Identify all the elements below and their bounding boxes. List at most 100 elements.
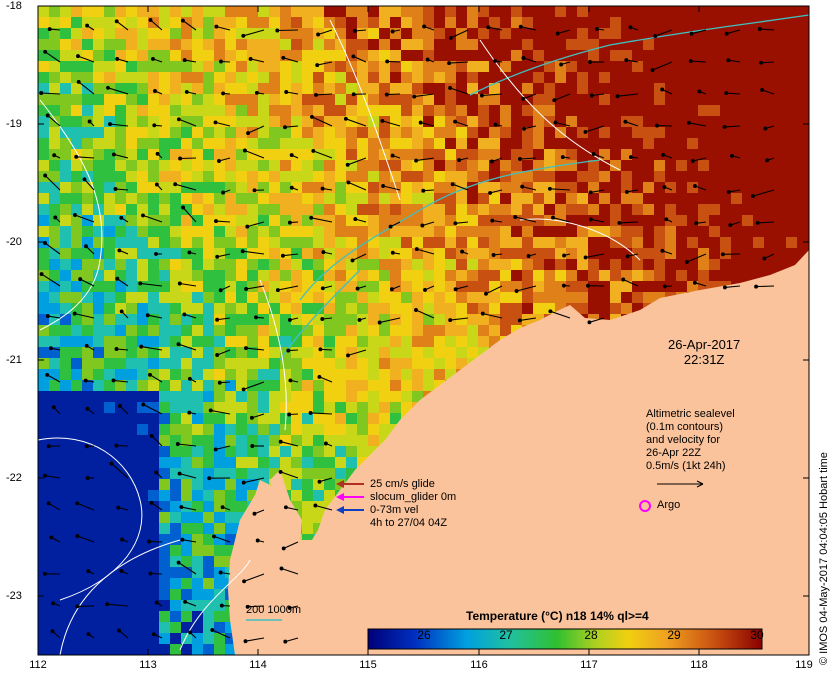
velocity-arrow bbox=[414, 93, 435, 98]
velocity-arrow bbox=[182, 207, 197, 223]
sst-tile bbox=[159, 468, 170, 479]
sst-tile bbox=[137, 413, 148, 424]
velocity-arrow-head bbox=[180, 18, 185, 23]
sst-tile bbox=[280, 193, 291, 204]
sst-tile bbox=[797, 138, 808, 149]
sst-tile bbox=[764, 204, 775, 215]
sst-tile bbox=[126, 105, 137, 116]
sst-tile bbox=[302, 369, 313, 380]
sst-tile bbox=[247, 402, 258, 413]
sst-tile bbox=[126, 347, 137, 358]
velocity-arrow-head bbox=[287, 605, 292, 610]
sst-tile bbox=[137, 83, 148, 94]
sst-tile bbox=[93, 193, 104, 204]
sst-tile bbox=[797, 204, 808, 215]
sst-tile bbox=[159, 413, 170, 424]
sst-tile bbox=[93, 237, 104, 248]
velocity-arrow-head bbox=[726, 189, 731, 194]
sst-tile bbox=[71, 160, 82, 171]
sst-tile bbox=[500, 61, 511, 72]
sst-tile bbox=[159, 347, 170, 358]
sst-tile bbox=[511, 292, 522, 303]
sst-tile bbox=[313, 490, 324, 501]
sst-tile bbox=[258, 347, 269, 358]
sst-tile bbox=[555, 182, 566, 193]
velocity-arrow bbox=[76, 502, 95, 511]
sst-tile bbox=[247, 116, 258, 127]
velocity-arrow-head bbox=[119, 309, 124, 314]
sst-tile bbox=[335, 61, 346, 72]
sst-tile bbox=[225, 171, 236, 182]
sst-tile bbox=[225, 72, 236, 83]
sst-tile bbox=[115, 644, 126, 655]
sst-tile bbox=[335, 248, 346, 259]
sst-tile bbox=[291, 314, 302, 325]
sst-tile bbox=[203, 457, 214, 468]
sst-tile bbox=[159, 72, 170, 83]
sst-tile bbox=[159, 215, 170, 226]
velocity-arrow-head bbox=[281, 55, 286, 60]
sst-tile bbox=[115, 237, 126, 248]
sst-tile bbox=[808, 226, 809, 237]
sst-tile bbox=[181, 314, 192, 325]
sst-tile bbox=[203, 589, 214, 600]
sst-tile bbox=[445, 72, 456, 83]
velocity-arrow-head bbox=[177, 281, 182, 286]
sst-tile bbox=[390, 50, 401, 61]
sst-tile bbox=[181, 633, 192, 644]
sst-tile bbox=[643, 259, 654, 270]
sst-tile bbox=[456, 83, 467, 94]
sst-tile bbox=[159, 325, 170, 336]
sst-tile bbox=[82, 160, 93, 171]
sst-tile bbox=[93, 6, 104, 17]
velocity-arrow-head bbox=[287, 317, 292, 322]
sst-tile bbox=[49, 545, 60, 556]
sst-tile bbox=[390, 83, 401, 94]
sst-tile bbox=[511, 182, 522, 193]
sst-tile bbox=[214, 292, 225, 303]
sst-tile bbox=[247, 171, 258, 182]
sst-tile bbox=[599, 248, 610, 259]
velocity-arrow-head bbox=[75, 604, 80, 609]
sst-tile bbox=[38, 325, 49, 336]
sst-tile bbox=[181, 215, 192, 226]
sst-tile bbox=[291, 237, 302, 248]
sst-tile bbox=[214, 578, 225, 589]
sst-tile bbox=[104, 182, 115, 193]
sst-tile bbox=[533, 116, 544, 127]
velocity-arrow bbox=[280, 441, 299, 447]
sst-tile bbox=[181, 545, 192, 556]
sst-tile bbox=[379, 292, 390, 303]
sst-tile bbox=[104, 94, 115, 105]
sst-tile bbox=[170, 83, 181, 94]
sst-tile bbox=[192, 501, 203, 512]
sst-tile bbox=[280, 50, 291, 61]
sst-tile bbox=[720, 215, 731, 226]
sst-tile bbox=[478, 171, 489, 182]
sst-tile bbox=[665, 6, 676, 17]
sst-tile bbox=[82, 105, 93, 116]
sst-tile bbox=[500, 50, 511, 61]
sst-tile bbox=[467, 215, 478, 226]
velocity-arrow-head bbox=[106, 85, 110, 90]
sst-tile bbox=[786, 226, 797, 237]
sst-tile bbox=[808, 270, 809, 281]
sst-tile bbox=[599, 127, 610, 138]
velocity-arrow bbox=[617, 93, 639, 97]
sst-tile bbox=[71, 457, 82, 468]
sst-tile bbox=[192, 248, 203, 259]
sst-tile bbox=[544, 193, 555, 204]
sst-tile bbox=[181, 270, 192, 281]
sst-tile bbox=[192, 600, 203, 611]
sst-tile bbox=[137, 501, 148, 512]
sst-tile bbox=[159, 292, 170, 303]
sst-tile bbox=[368, 61, 379, 72]
sst-tile bbox=[324, 259, 335, 270]
sst-tile bbox=[115, 314, 126, 325]
sst-tile bbox=[720, 116, 731, 127]
sst-tile bbox=[203, 380, 214, 391]
sst-tile bbox=[709, 237, 720, 248]
sst-tile bbox=[82, 6, 93, 17]
sst-tile bbox=[478, 138, 489, 149]
sst-tile bbox=[126, 567, 137, 578]
